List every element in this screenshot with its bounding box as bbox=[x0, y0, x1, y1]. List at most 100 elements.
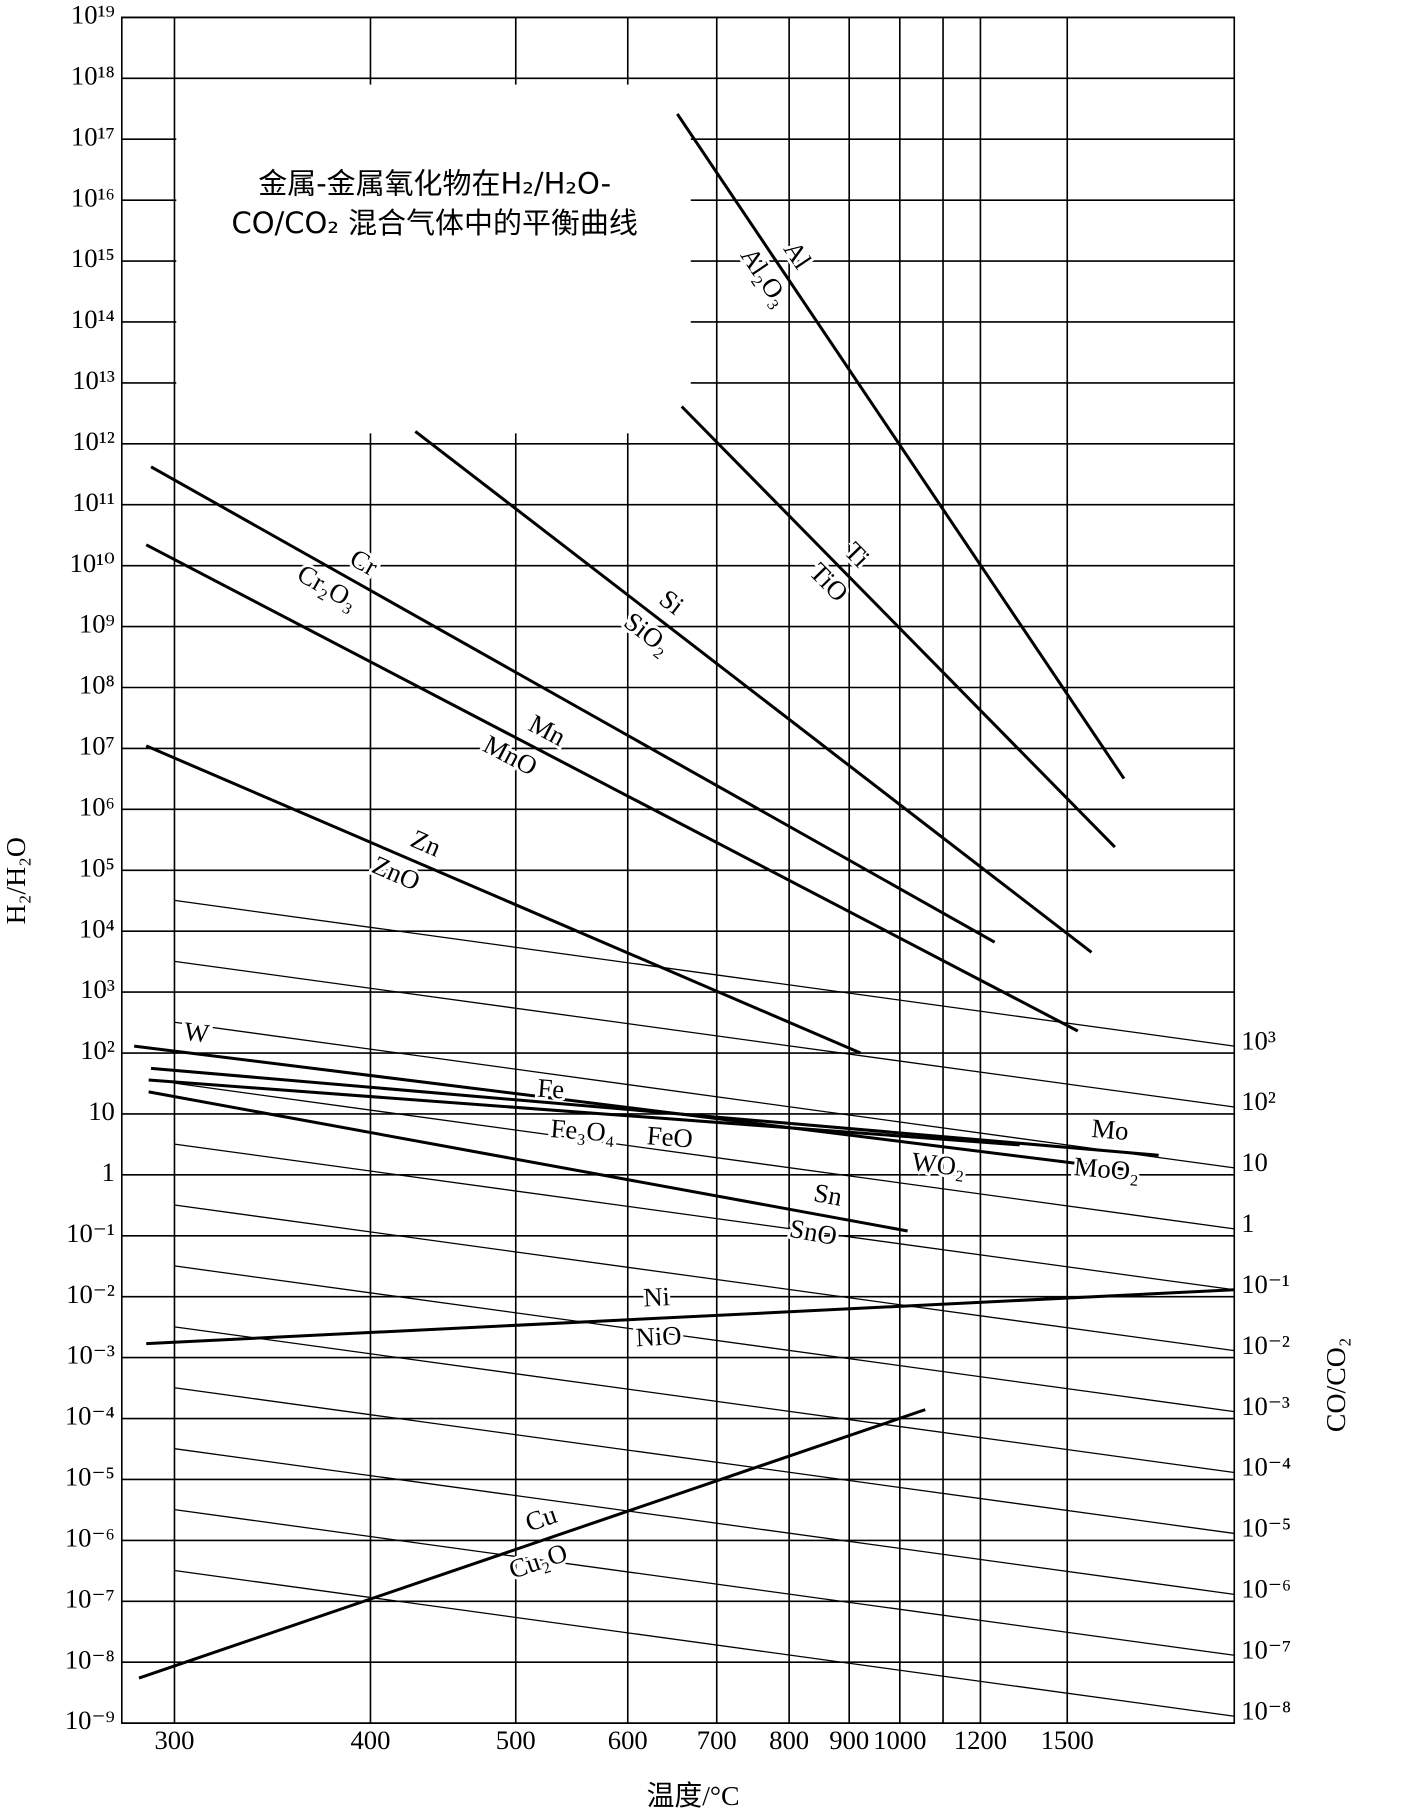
curve-label: Cu₂O bbox=[505, 1537, 571, 1585]
equilibrium-line bbox=[150, 1066, 1159, 1157]
y-tick-label: 10⁻⁵ bbox=[65, 1462, 115, 1492]
co-co2-line bbox=[174, 899, 1235, 1047]
curve-label: NiO bbox=[635, 1320, 682, 1352]
y2-tick-label: 10⁻³ bbox=[1241, 1391, 1290, 1421]
y2-tick-label: 10⁻⁶ bbox=[1241, 1574, 1291, 1604]
equilibrium-line bbox=[148, 1078, 1020, 1147]
x-tick-label: 800 bbox=[769, 1725, 809, 1755]
curve-label: Si bbox=[654, 583, 690, 620]
curve-label: Ti bbox=[839, 536, 876, 573]
curve-label: W bbox=[182, 1016, 212, 1049]
co-co2-line bbox=[174, 1265, 1235, 1413]
plot-frame bbox=[120, 16, 1236, 1724]
y-tick-label: 10⁹ bbox=[79, 609, 115, 639]
y2-tick-label: 10⁻¹ bbox=[1241, 1269, 1290, 1299]
y2-tick-label: 10 bbox=[1241, 1147, 1268, 1177]
y-tick-label: 10⁻⁸ bbox=[65, 1644, 115, 1674]
y-tick-label: 10⁻⁹ bbox=[65, 1705, 115, 1735]
x-axis-title: 温度/°C bbox=[647, 1781, 740, 1812]
y-tick-label: 10¹¹ bbox=[72, 487, 115, 517]
y-tick-label: 10⁻⁶ bbox=[65, 1522, 115, 1552]
y-tick-label: 10¹⁹ bbox=[71, 0, 115, 29]
y-tick-label: 10¹⁴ bbox=[71, 304, 115, 334]
curve-label: Cu bbox=[521, 1499, 560, 1537]
y-tick-label: 10¹³ bbox=[72, 365, 115, 395]
curve-label: Sn bbox=[811, 1177, 844, 1212]
co-co2-line bbox=[174, 1082, 1235, 1230]
y2-axis-title: CO/CO₂ bbox=[1321, 1337, 1352, 1432]
curve-label: SnO bbox=[787, 1213, 839, 1251]
y2-tick-label: 1 bbox=[1241, 1208, 1254, 1238]
co-co2-line bbox=[174, 1204, 1235, 1352]
y2-tick-label: 10² bbox=[1241, 1086, 1276, 1116]
y2-tick-label: 10⁻⁵ bbox=[1241, 1513, 1291, 1543]
y-tick-label: 10² bbox=[80, 1035, 115, 1065]
curve-label: Fe₃O₄ bbox=[550, 1113, 617, 1148]
y-axis-title: H₂/H₂O bbox=[1, 837, 32, 924]
y-tick-label: 10⁻³ bbox=[66, 1340, 115, 1370]
curve-label: ZnO bbox=[368, 849, 425, 896]
equilibrium-line bbox=[138, 1408, 926, 1680]
chart-title: CO/CO₂ 混合气体中的平衡曲线 bbox=[232, 206, 638, 240]
x-tick-label: 400 bbox=[350, 1725, 390, 1755]
y2-tick-label: 10⁻⁷ bbox=[1241, 1635, 1291, 1665]
equilibrium-line bbox=[148, 1090, 908, 1233]
y-tick-label: 10¹⁶ bbox=[71, 182, 115, 212]
chart-title: 金属-金属氧化物在H₂/H₂O- bbox=[258, 166, 611, 200]
x-tick-label: 500 bbox=[496, 1725, 536, 1755]
co-co2-line bbox=[174, 1569, 1235, 1717]
y-tick-label: 10⁶ bbox=[79, 791, 115, 821]
curve-label: Ni bbox=[643, 1281, 671, 1312]
y-tick-label: 10⁻⁴ bbox=[65, 1401, 115, 1431]
grid bbox=[120, 16, 1236, 1724]
y2-tick-label: 10³ bbox=[1241, 1025, 1276, 1055]
curve-label: WO₂ bbox=[910, 1146, 967, 1182]
y2-tick-label: 10⁻⁸ bbox=[1241, 1695, 1291, 1725]
equilibrium-line bbox=[145, 744, 862, 1055]
co-co2-line bbox=[174, 1387, 1235, 1535]
y2-tick-label: 10⁻⁴ bbox=[1241, 1452, 1291, 1482]
y-tick-label: 10⁴ bbox=[79, 913, 115, 943]
x-tick-label: 900 bbox=[829, 1725, 869, 1755]
y-tick-label: 10¹⁰ bbox=[70, 548, 115, 578]
x-tick-label: 1000 bbox=[873, 1725, 926, 1755]
co-co2-line bbox=[174, 960, 1235, 1108]
y-tick-label: 10¹⁵ bbox=[71, 243, 115, 273]
x-tick-label: 600 bbox=[608, 1725, 648, 1755]
curve-label: Fe bbox=[536, 1073, 565, 1105]
equilibrium-line bbox=[680, 405, 1116, 849]
y-tick-label: 10⁵ bbox=[79, 852, 115, 882]
equilibrium-line bbox=[150, 465, 996, 944]
co-co2-line bbox=[174, 1021, 1235, 1169]
title-box bbox=[176, 84, 691, 434]
equilibrium-line bbox=[676, 113, 1126, 780]
co-co2-line bbox=[174, 1143, 1235, 1291]
curve-label: Zn bbox=[407, 823, 446, 862]
y-tick-label: 10 bbox=[88, 1096, 115, 1126]
y-tick-label: 10¹⁷ bbox=[71, 121, 115, 151]
co-co2-line bbox=[174, 1326, 1235, 1474]
equilibrium-line bbox=[414, 430, 1093, 954]
curve-label: Cr bbox=[345, 543, 383, 582]
y-tick-label: 10³ bbox=[80, 974, 115, 1004]
x-tick-label: 700 bbox=[697, 1725, 737, 1755]
x-tick-label: 300 bbox=[154, 1725, 194, 1755]
equilibrium-line bbox=[133, 1044, 1131, 1172]
curve-label: Al bbox=[778, 235, 818, 274]
equilibrium-line bbox=[145, 543, 1079, 1033]
y-tick-label: 10¹⁸ bbox=[71, 60, 115, 90]
equilibrium-line bbox=[146, 1288, 1235, 1346]
curve-label: FeO bbox=[646, 1120, 694, 1153]
y-tick-label: 1 bbox=[102, 1157, 115, 1187]
curve-label: Mo bbox=[1090, 1113, 1129, 1146]
co-co2-line bbox=[174, 1448, 1235, 1595]
co-co2-line bbox=[174, 1508, 1235, 1656]
x-tick-label: 1500 bbox=[1041, 1725, 1094, 1755]
y2-tick-label: 10⁻² bbox=[1241, 1330, 1290, 1360]
y-tick-label: 10⁻¹ bbox=[66, 1218, 115, 1248]
y-tick-label: 10⁷ bbox=[79, 731, 115, 761]
x-tick-label: 1200 bbox=[954, 1725, 1007, 1755]
y-tick-label: 10⁻² bbox=[66, 1279, 115, 1309]
